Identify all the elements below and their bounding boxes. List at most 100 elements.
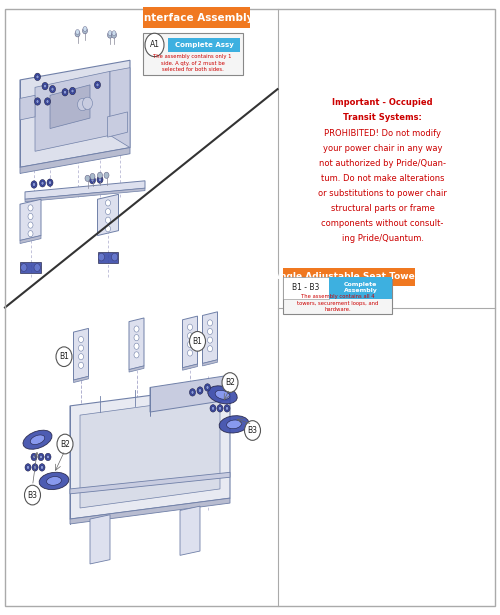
- Circle shape: [78, 345, 84, 351]
- Circle shape: [57, 434, 73, 454]
- Circle shape: [34, 98, 40, 105]
- Circle shape: [98, 253, 104, 261]
- Polygon shape: [20, 262, 40, 273]
- Circle shape: [34, 466, 36, 469]
- Circle shape: [76, 30, 80, 34]
- Circle shape: [39, 464, 45, 471]
- Text: B3: B3: [248, 426, 258, 435]
- Text: Important - Occupied: Important - Occupied: [332, 98, 433, 108]
- Circle shape: [26, 466, 30, 469]
- Polygon shape: [129, 318, 144, 370]
- Polygon shape: [20, 95, 35, 120]
- Polygon shape: [80, 396, 220, 508]
- Circle shape: [90, 177, 96, 184]
- Circle shape: [78, 362, 84, 368]
- Circle shape: [31, 181, 37, 188]
- Text: ing Pride/Quantum.: ing Pride/Quantum.: [342, 234, 423, 243]
- Polygon shape: [202, 360, 218, 366]
- Polygon shape: [25, 188, 145, 202]
- Circle shape: [78, 336, 84, 343]
- FancyBboxPatch shape: [282, 277, 329, 299]
- Circle shape: [82, 97, 92, 109]
- Circle shape: [41, 181, 44, 185]
- FancyBboxPatch shape: [142, 33, 242, 75]
- Polygon shape: [208, 386, 238, 404]
- Polygon shape: [39, 472, 69, 490]
- Circle shape: [28, 231, 33, 237]
- Text: not authorized by Pride/Quan-: not authorized by Pride/Quan-: [319, 159, 446, 168]
- Circle shape: [47, 179, 53, 186]
- Text: B3: B3: [28, 491, 38, 499]
- Text: your power chair in any way: your power chair in any way: [323, 144, 442, 153]
- Circle shape: [188, 341, 192, 347]
- Circle shape: [32, 183, 35, 186]
- Circle shape: [78, 98, 88, 111]
- Polygon shape: [74, 328, 88, 380]
- Circle shape: [71, 89, 74, 93]
- Text: B1: B1: [192, 337, 202, 346]
- Text: tum. Do not make alterations: tum. Do not make alterations: [321, 174, 444, 183]
- Polygon shape: [129, 366, 144, 372]
- FancyBboxPatch shape: [282, 268, 415, 286]
- Circle shape: [91, 178, 94, 182]
- Circle shape: [212, 407, 214, 410]
- Circle shape: [198, 389, 202, 392]
- FancyBboxPatch shape: [142, 7, 250, 28]
- Circle shape: [40, 455, 42, 459]
- Polygon shape: [90, 515, 110, 564]
- Circle shape: [42, 82, 48, 90]
- Text: or substitutions to power chair: or substitutions to power chair: [318, 189, 447, 198]
- Polygon shape: [25, 181, 145, 199]
- Text: The assembly contains all 4
towers, securement loops, and
hardware.: The assembly contains all 4 towers, secu…: [297, 294, 378, 312]
- Text: B1 - B3: B1 - B3: [292, 284, 320, 292]
- Polygon shape: [46, 477, 62, 485]
- Circle shape: [108, 32, 112, 38]
- Text: Interface Assembly: Interface Assembly: [140, 12, 253, 23]
- Polygon shape: [70, 498, 230, 524]
- Polygon shape: [226, 420, 242, 429]
- Text: B1: B1: [59, 352, 69, 361]
- Circle shape: [45, 453, 51, 461]
- Polygon shape: [219, 416, 249, 433]
- Circle shape: [96, 83, 99, 87]
- Circle shape: [190, 389, 196, 396]
- Circle shape: [134, 343, 139, 349]
- Circle shape: [40, 466, 43, 469]
- Circle shape: [28, 205, 33, 211]
- Polygon shape: [180, 506, 200, 555]
- Polygon shape: [20, 236, 41, 244]
- Circle shape: [197, 387, 203, 394]
- Text: Complete
Assembly: Complete Assembly: [344, 282, 378, 293]
- Circle shape: [44, 98, 51, 105]
- Circle shape: [44, 84, 46, 88]
- Polygon shape: [20, 60, 130, 167]
- Circle shape: [94, 81, 100, 89]
- FancyBboxPatch shape: [168, 39, 240, 52]
- Circle shape: [85, 175, 90, 181]
- Circle shape: [64, 90, 66, 94]
- Circle shape: [204, 384, 210, 391]
- Circle shape: [208, 337, 212, 343]
- Circle shape: [56, 347, 72, 367]
- Circle shape: [244, 421, 260, 440]
- Circle shape: [46, 100, 49, 103]
- Polygon shape: [110, 68, 130, 148]
- Circle shape: [190, 331, 206, 351]
- Circle shape: [78, 354, 84, 360]
- Text: Angle Adjustable Seat Towers: Angle Adjustable Seat Towers: [273, 272, 424, 281]
- Circle shape: [106, 200, 110, 206]
- Circle shape: [104, 172, 109, 178]
- Text: Complete Assy: Complete Assy: [174, 42, 234, 48]
- Polygon shape: [20, 148, 130, 173]
- Circle shape: [83, 26, 87, 31]
- Polygon shape: [23, 430, 52, 450]
- Circle shape: [208, 320, 212, 326]
- Circle shape: [112, 32, 116, 38]
- Text: The assembly contains only 1
side. A qty. of 2 must be
selected for both sides.: The assembly contains only 1 side. A qty…: [153, 54, 232, 73]
- Circle shape: [32, 455, 35, 459]
- Circle shape: [32, 464, 38, 471]
- Circle shape: [106, 226, 110, 232]
- Circle shape: [112, 253, 118, 261]
- Circle shape: [210, 405, 216, 412]
- Circle shape: [40, 180, 46, 187]
